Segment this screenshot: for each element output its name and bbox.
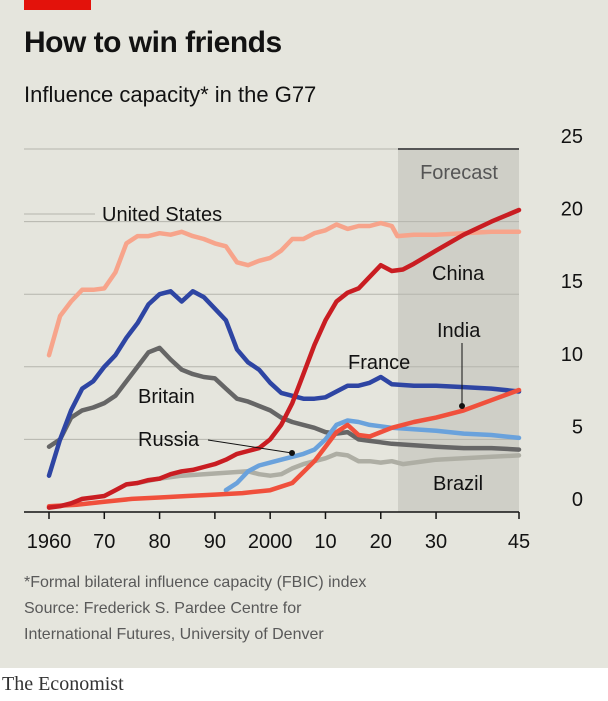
y-axis: 0 5 10 15 20 25 xyxy=(561,126,583,511)
x-tick-label: 2000 xyxy=(248,531,293,553)
x-tick-label: 20 xyxy=(370,531,392,553)
y-tick-label: 25 xyxy=(561,126,583,148)
russia-pointer-dot xyxy=(289,450,295,456)
series-label-china: China xyxy=(432,263,485,285)
russia-pointer-line xyxy=(207,439,293,454)
line-chart: United States China India France Britain Russ… xyxy=(24,126,583,553)
series-label-britain: Britain xyxy=(138,386,195,408)
forecast-label: Forecast xyxy=(420,162,498,184)
series-labels: United States China India France Britain Russ… xyxy=(102,162,498,495)
series-line-russia xyxy=(223,418,522,493)
series-label-russia: Russia xyxy=(138,429,200,451)
series-label-france: France xyxy=(348,352,410,374)
series-label-united-states: United States xyxy=(102,204,222,226)
brand-red-tag xyxy=(24,0,91,10)
x-tick-label: 30 xyxy=(425,531,447,553)
india-pointer-dot xyxy=(459,403,465,409)
series-label-india: India xyxy=(437,320,481,342)
x-tick-label: 80 xyxy=(148,531,170,553)
forecast-band xyxy=(398,149,519,512)
chart-title: How to win friends xyxy=(24,26,282,59)
series-line-britain xyxy=(46,345,522,452)
source-line-1: Source: Frederick S. Pardee Centre for xyxy=(24,600,302,617)
footnote-block: *Formal bilateral influence capacity (FB… xyxy=(24,570,366,648)
label-pointers xyxy=(24,213,465,456)
economist-logo-text: The Economist xyxy=(2,673,124,695)
chart-subtitle: Influence capacity* in the G77 xyxy=(24,82,317,107)
series-line-united-states xyxy=(46,220,522,358)
series-line-china xyxy=(46,207,522,510)
y-tick-label: 15 xyxy=(561,271,583,293)
y-tick-label: 20 xyxy=(561,199,583,221)
y-tick-label: 10 xyxy=(561,344,583,366)
series-label-brazil: Brazil xyxy=(433,473,483,495)
x-axis: 1960 70 80 90 2000 10 20 30 45 xyxy=(24,511,530,553)
y-tick-label: 5 xyxy=(572,416,583,438)
y-tick-label: 0 xyxy=(572,489,583,511)
footnote: *Formal bilateral influence capacity (FB… xyxy=(24,574,367,591)
series-line-india xyxy=(46,387,522,509)
series-line-france xyxy=(46,289,522,478)
x-tick-label: 10 xyxy=(314,531,336,553)
series-lines xyxy=(46,207,522,510)
x-tick-label: 45 xyxy=(508,531,530,553)
x-tick-label: 70 xyxy=(93,531,115,553)
x-tick-label: 90 xyxy=(204,531,226,553)
series-line-brazil xyxy=(135,451,522,486)
source-line-2: International Futures, University of Den… xyxy=(24,626,324,643)
x-tick-label: 1960 xyxy=(27,531,72,553)
